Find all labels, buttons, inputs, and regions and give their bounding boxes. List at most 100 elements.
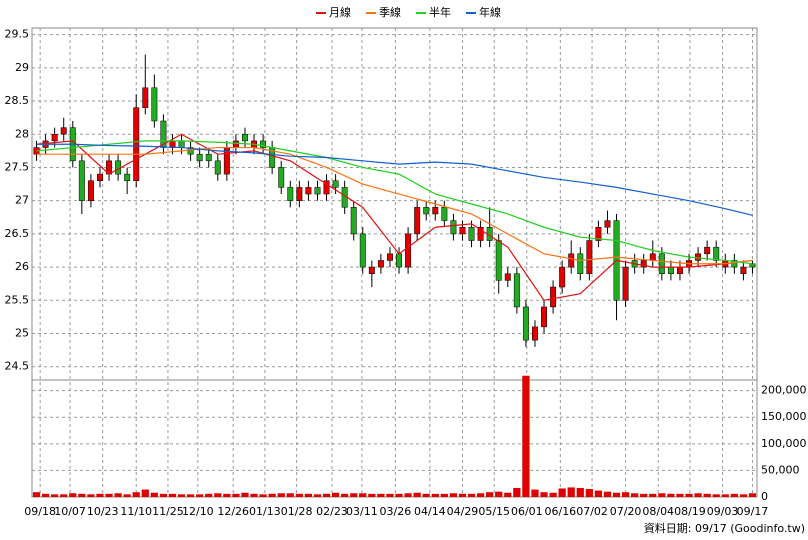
y-tick-label: 29.5 [5, 28, 30, 41]
candle-body [658, 253, 665, 274]
volume-bar [603, 491, 612, 497]
volume-bar [612, 492, 621, 497]
candle-body [387, 253, 393, 261]
candle-body [532, 326, 538, 341]
volume-bar [576, 487, 584, 497]
volume-bar [295, 493, 303, 497]
y-tick-label: 26.5 [5, 227, 30, 240]
volume-bar [350, 493, 358, 497]
volume-bar [395, 493, 403, 497]
volume-tick-label: 100,000 [761, 437, 807, 450]
volume-bar [132, 492, 140, 497]
volume-bar [413, 492, 421, 497]
candle-body [87, 180, 94, 201]
volume-bar [341, 493, 349, 497]
candle-body [296, 187, 303, 201]
volume-bar [41, 493, 50, 497]
volume-bar [368, 493, 376, 497]
x-tick-label: 03/11 [346, 505, 378, 518]
volume-bar [540, 492, 548, 497]
candle-body [287, 187, 294, 201]
volume-bar [739, 494, 748, 497]
y-tick-label: 25 [15, 327, 29, 340]
candle-body [604, 220, 611, 228]
volume-bar [458, 493, 467, 497]
candle-body [350, 207, 357, 235]
volume-bar [177, 494, 186, 497]
volume-tick-label: 150,000 [761, 410, 807, 423]
volume-bar [703, 493, 711, 497]
candle-body [368, 266, 375, 274]
candle-body [667, 266, 674, 274]
candle-body [232, 140, 239, 148]
candle-body [649, 253, 656, 261]
candle-body [568, 253, 575, 268]
ma-line [36, 143, 753, 216]
candle-body [196, 153, 203, 162]
volume-bar [431, 493, 439, 497]
volume-bar [268, 493, 276, 497]
volume-bar [241, 492, 249, 497]
candle-body [242, 134, 248, 142]
volume-bar [186, 494, 195, 497]
volume-bar [322, 493, 331, 497]
x-tick-label: 11/10 [120, 505, 152, 518]
volume-bar [449, 493, 458, 497]
y-tick-label: 27.5 [5, 160, 30, 173]
x-tick-label: 11/25 [152, 505, 184, 518]
candle-body [577, 253, 584, 274]
volume-bar [150, 492, 158, 497]
candle-body [332, 180, 339, 188]
legend-label: 月線 [329, 5, 351, 19]
volume-bar [377, 493, 385, 497]
candle-body [432, 207, 439, 215]
volume-bar [313, 494, 322, 497]
volume-bar [123, 494, 131, 497]
volume-bar [96, 493, 104, 497]
volume-bar [504, 492, 512, 497]
candle-body [359, 233, 366, 268]
candle-body [459, 226, 466, 235]
volume-bar [730, 493, 738, 497]
volume-bar [621, 492, 630, 497]
x-tick-label: 06/01 [511, 505, 543, 518]
volume-bar [531, 489, 539, 497]
x-tick-label: 01/13 [249, 505, 281, 518]
y-tick-label: 25.5 [5, 293, 30, 306]
volume-bar [694, 493, 702, 497]
candle-body [622, 266, 629, 301]
candle-body [541, 306, 547, 328]
footer: 資料日期: 09/17 (Goodinfo.tw) [644, 521, 805, 535]
legend-label: 季線 [379, 5, 401, 19]
candle-body [513, 273, 520, 308]
candle-body [160, 120, 167, 148]
volume-bar [667, 493, 675, 497]
x-tick-label: 06/16 [544, 505, 576, 518]
x-tick-label: 09/17 [737, 505, 769, 518]
y-tick-label: 28 [15, 127, 29, 140]
x-tick-label: 10/07 [54, 505, 86, 518]
x-tick-label: 02/23 [316, 505, 348, 518]
volume-bar [495, 491, 503, 497]
volume-bar [87, 494, 95, 497]
volume-bar [486, 492, 494, 497]
volume-bar [259, 494, 267, 497]
candle-body [205, 153, 212, 162]
y-tick-label: 24.5 [5, 360, 30, 373]
volume-bar [549, 492, 557, 497]
x-tick-label: 08/04 [642, 505, 674, 518]
candle-body [151, 87, 158, 122]
volume-bar [685, 493, 693, 497]
volume-tick-label: 200,000 [761, 384, 807, 397]
x-tick-label: 10/23 [87, 505, 119, 518]
candle-body [477, 226, 484, 241]
candle-body [550, 286, 557, 308]
ma-line [36, 133, 753, 301]
volume-bar [168, 493, 177, 497]
volume-bar [250, 493, 258, 497]
candle-body [441, 207, 448, 221]
candle-body [713, 246, 720, 261]
volume-bar [585, 489, 593, 497]
volume-bar [748, 493, 757, 497]
candle-body [495, 240, 502, 281]
